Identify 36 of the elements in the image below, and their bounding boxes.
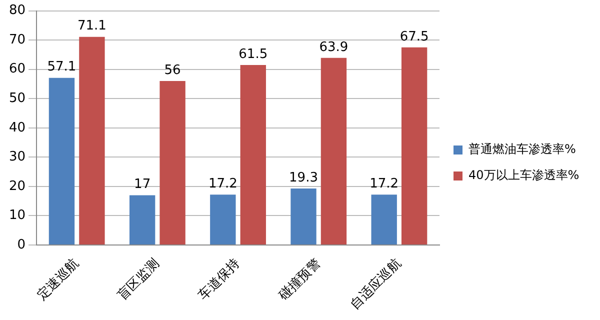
data-label: 67.5: [400, 29, 429, 44]
y-tick-label: 10: [8, 208, 26, 224]
data-label: 17: [134, 177, 151, 192]
data-label: 61.5: [238, 46, 268, 62]
data-label: 63.9: [319, 40, 348, 55]
y-tick-label: 50: [8, 91, 26, 106]
bar: [240, 64, 266, 245]
y-tick-label: 0: [17, 237, 26, 252]
data-label: 19.3: [289, 170, 318, 186]
data-label: 57.1: [47, 60, 76, 75]
legend-label: 40万以上车渗透率%: [468, 168, 580, 182]
bar: [79, 36, 105, 245]
y-tick-label: 20: [8, 178, 26, 194]
y-tick-label: 60: [8, 62, 26, 77]
bar: [48, 78, 75, 245]
bar: [129, 195, 156, 245]
bar: [210, 194, 236, 245]
data-label: 56: [164, 62, 181, 78]
x-tick-label: 车道保持: [196, 256, 244, 304]
bar: [371, 194, 397, 245]
data-label: 17.2: [370, 176, 399, 192]
bar: [160, 81, 186, 245]
x-tick-label: 碰撞预警: [276, 256, 324, 304]
x-tick-label: 定速巡航: [34, 256, 82, 304]
x-tick-label: 自适应巡航: [347, 255, 404, 313]
bar: [320, 58, 347, 245]
bar: [290, 188, 316, 245]
y-tick-label: 80: [8, 3, 26, 18]
y-tick-label: 70: [8, 32, 26, 48]
x-tick-label: 盲区监测: [114, 255, 163, 304]
data-label: 17.2: [208, 176, 238, 192]
bar: [401, 47, 428, 245]
data-label: 71.1: [77, 18, 106, 34]
y-tick-label: 30: [8, 150, 26, 165]
y-tick-label: 40: [8, 120, 26, 136]
legend-label: 普通燃油车渗透率%: [468, 142, 576, 156]
